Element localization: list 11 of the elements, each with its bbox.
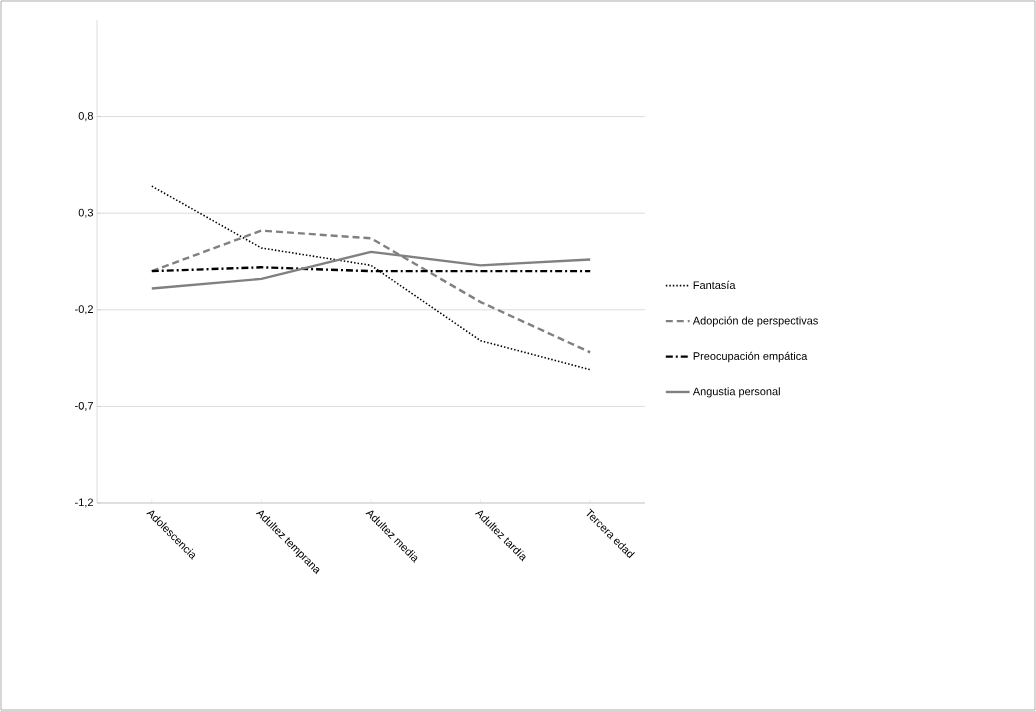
legend-label: Preocupación empática <box>693 351 808 363</box>
line-series <box>150 229 592 354</box>
legend-label: Angustia personal <box>692 387 780 398</box>
y-tick-label: 0,3 <box>78 208 93 218</box>
y-tick-label: -0,7 <box>75 401 93 411</box>
line-series <box>151 185 591 371</box>
legend-label: Fantasía <box>693 280 736 290</box>
y-tick-label: -0,2 <box>75 305 93 315</box>
y-tick-label: -1,2 <box>75 498 93 508</box>
y-tick-label: 0,8 <box>78 112 93 122</box>
legend-label: Adopción de perspectivas <box>692 316 818 327</box>
